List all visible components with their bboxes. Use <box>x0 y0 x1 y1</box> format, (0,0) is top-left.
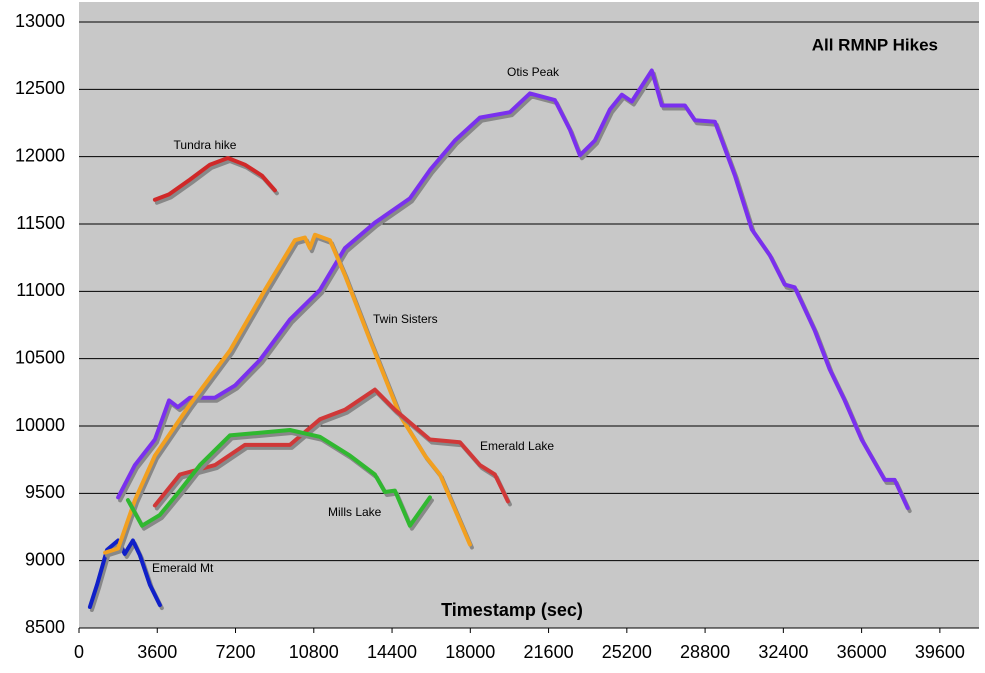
series-label: Emerald Lake <box>480 439 554 453</box>
y-tick-label: 8500 <box>25 617 65 637</box>
series-label: Twin Sisters <box>373 312 438 326</box>
series-label: Emerald Mt <box>152 561 214 575</box>
y-tick-label: 10500 <box>15 347 65 367</box>
series-line <box>87 538 162 609</box>
x-tick-label: 39600 <box>915 642 965 662</box>
series-line <box>152 156 277 202</box>
y-tick-label: 11500 <box>16 213 65 233</box>
y-tick-label: 12000 <box>15 145 65 165</box>
x-axis-label: Timestamp (sec) <box>441 600 583 620</box>
y-tick-label: 10000 <box>15 415 65 435</box>
x-tick-label: 14400 <box>367 642 417 662</box>
x-tick-label: 32400 <box>758 642 808 662</box>
x-tick-label: 18000 <box>445 642 495 662</box>
series-label: Tundra hike <box>174 138 237 152</box>
y-tick-label: 13000 <box>15 11 65 31</box>
y-tick-label: 12500 <box>15 78 65 98</box>
y-tick-label: 11000 <box>16 280 65 300</box>
x-tick-label: 7200 <box>215 642 255 662</box>
series-label: Otis Peak <box>507 65 560 79</box>
series-line <box>103 232 472 555</box>
x-tick-label: 28800 <box>680 642 730 662</box>
plot-area <box>79 2 979 628</box>
x-tick-label: 25200 <box>602 642 652 662</box>
x-tick-label: 21600 <box>524 642 574 662</box>
series-line <box>125 428 432 528</box>
series-line <box>152 387 510 508</box>
y-tick-label: 9500 <box>25 482 65 502</box>
x-tick-label: 10800 <box>289 642 339 662</box>
series-label: Mills Lake <box>328 505 382 519</box>
x-tick-label: 36000 <box>837 642 887 662</box>
x-tick-label: 3600 <box>137 642 177 662</box>
series-line <box>116 68 910 511</box>
y-tick-label: 9000 <box>25 549 65 569</box>
chart-title: All RMNP Hikes <box>812 35 938 54</box>
x-tick-label: 0 <box>74 642 84 662</box>
